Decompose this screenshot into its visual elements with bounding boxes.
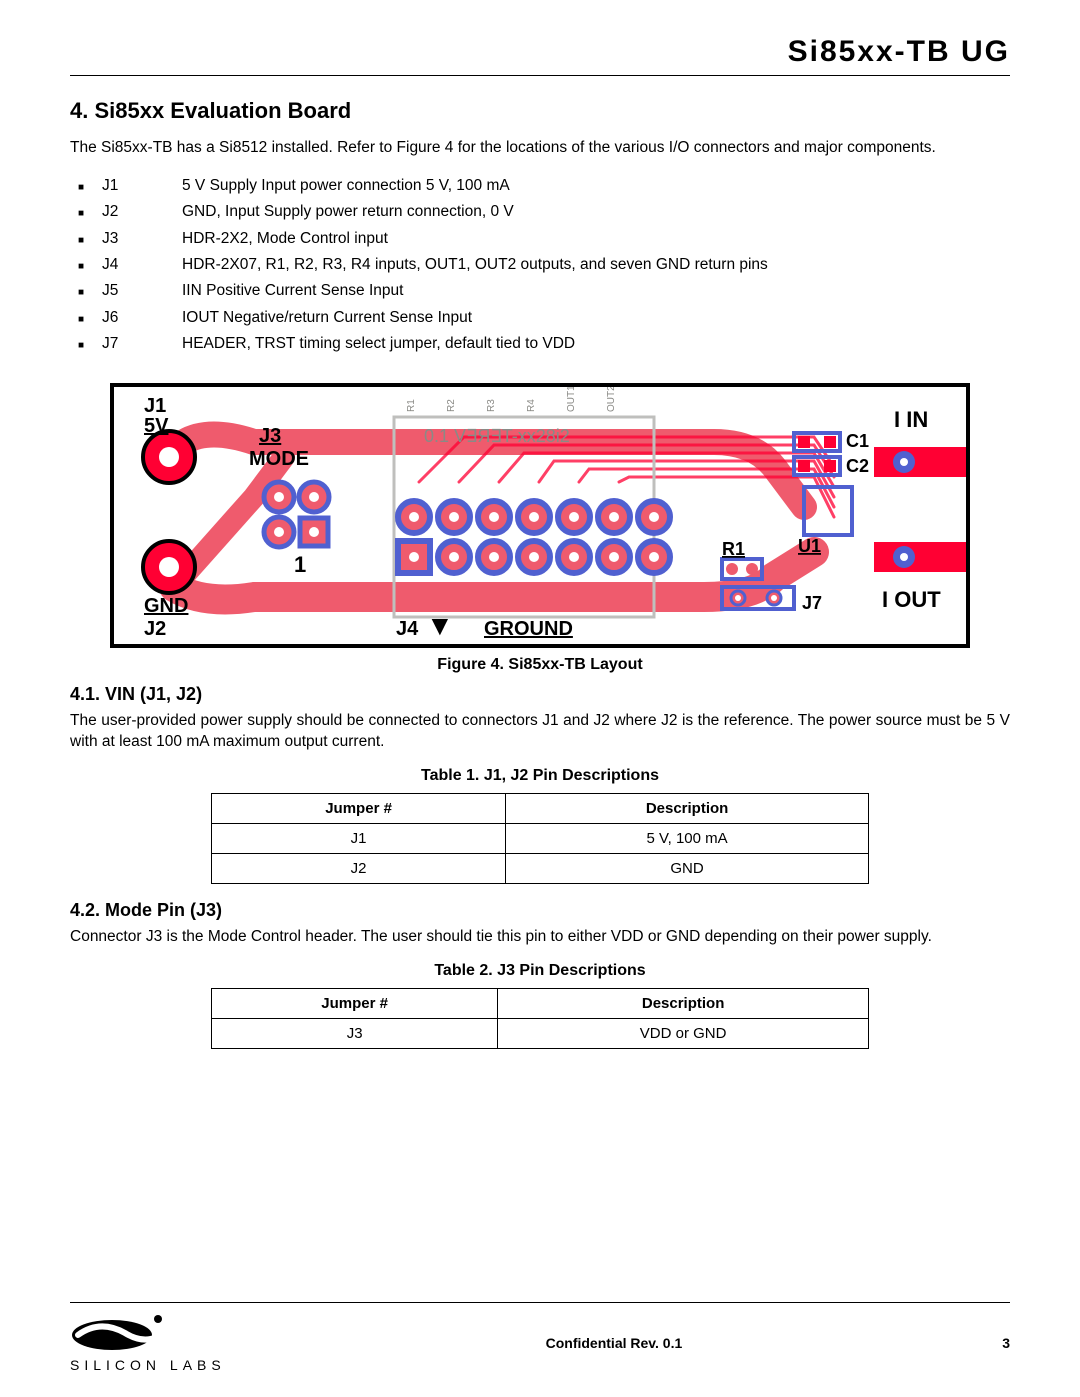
svg-text:R1: R1 xyxy=(406,399,417,412)
svg-text:MODE: MODE xyxy=(249,448,309,470)
table-row: Jumper # Description xyxy=(212,989,869,1019)
section41-para: The user-provided power supply should be… xyxy=(70,711,1010,753)
table-row: J1 5 V, 100 mA xyxy=(212,824,869,854)
silicon-labs-icon xyxy=(70,1313,180,1353)
figure4-caption: Figure 4. Si85xx-TB Layout xyxy=(110,656,970,674)
table2: Jumper # Description J3 VDD or GND xyxy=(211,988,869,1049)
list-item: ■J15 V Supply Input power connection 5 V… xyxy=(78,173,1010,199)
figure4: 0.1 V∃Я∃T-xx28i2 xyxy=(110,383,970,674)
table-row: Jumper # Description xyxy=(212,794,869,824)
svg-text:U1: U1 xyxy=(798,536,821,556)
table2-caption: Table 2. J3 Pin Descriptions xyxy=(70,962,1010,980)
svg-text:C1: C1 xyxy=(846,431,869,451)
section42-heading: 4.2. Mode Pin (J3) xyxy=(70,900,1010,921)
svg-text:▼: ▼ xyxy=(426,610,454,641)
footer-revision: Confidential Rev. 0.1 xyxy=(546,1335,683,1351)
header-rule xyxy=(70,75,1010,76)
doc-header-title: Si85xx-TB UG xyxy=(70,35,1010,75)
svg-text:OUT2: OUT2 xyxy=(606,387,617,412)
list-item: ■J2GND, Input Supply power return connec… xyxy=(78,199,1010,225)
ic-rev-text: 0.1 V∃Я∃T-xx28i2 xyxy=(424,426,570,446)
svg-text:OUT1: OUT1 xyxy=(566,387,577,412)
page-footer: SILICON LABS Confidential Rev. 0.1 3 xyxy=(70,1302,1010,1373)
svg-text:J3: J3 xyxy=(259,425,281,447)
pcb-layout-diagram: 0.1 V∃Я∃T-xx28i2 xyxy=(110,383,970,648)
svg-text:C2: C2 xyxy=(846,456,869,476)
list-item: ■J4HDR-2X07, R1, R2, R3, R4 inputs, OUT1… xyxy=(78,252,1010,278)
section4-heading: 4. Si85xx Evaluation Board xyxy=(70,98,1010,124)
table1: Jumper # Description J1 5 V, 100 mA J2 G… xyxy=(211,793,869,884)
svg-text:GROUND: GROUND xyxy=(484,618,573,640)
svg-text:J7: J7 xyxy=(802,593,822,613)
section41-heading: 4.1. VIN (J1, J2) xyxy=(70,684,1010,705)
svg-text:R3: R3 xyxy=(486,399,497,412)
svg-text:R1: R1 xyxy=(722,539,745,559)
svg-text:GND: GND xyxy=(144,595,188,617)
list-item: ■J3HDR-2X2, Mode Control input xyxy=(78,226,1010,252)
svg-text:5V: 5V xyxy=(144,415,169,437)
table1-caption: Table 1. J1, J2 Pin Descriptions xyxy=(70,767,1010,785)
section42-para: Connector J3 is the Mode Control header.… xyxy=(70,927,1010,948)
list-item: ■J7HEADER, TRST timing select jumper, de… xyxy=(78,331,1010,357)
company-logo: SILICON LABS xyxy=(70,1313,226,1373)
list-item: ■J6IOUT Negative/return Current Sense In… xyxy=(78,305,1010,331)
svg-text:J1: J1 xyxy=(144,395,166,417)
company-name: SILICON LABS xyxy=(70,1357,226,1373)
svg-text:I OUT: I OUT xyxy=(882,587,941,612)
svg-text:R2: R2 xyxy=(446,399,457,412)
list-item: ■J5IIN Positive Current Sense Input xyxy=(78,278,1010,304)
section4-intro: The Si85xx-TB has a Si8512 installed. Re… xyxy=(70,138,1010,159)
svg-text:1: 1 xyxy=(294,552,306,577)
svg-text:R4: R4 xyxy=(526,399,537,412)
table-row: J3 VDD or GND xyxy=(212,1019,869,1049)
table-row: J2 GND xyxy=(212,854,869,884)
page-number: 3 xyxy=(1002,1335,1010,1351)
svg-text:J4: J4 xyxy=(396,618,419,640)
footer-rule xyxy=(70,1302,1010,1303)
connector-list: ■J15 V Supply Input power connection 5 V… xyxy=(70,173,1010,357)
svg-text:J2: J2 xyxy=(144,618,166,640)
svg-text:I IN: I IN xyxy=(894,407,928,432)
